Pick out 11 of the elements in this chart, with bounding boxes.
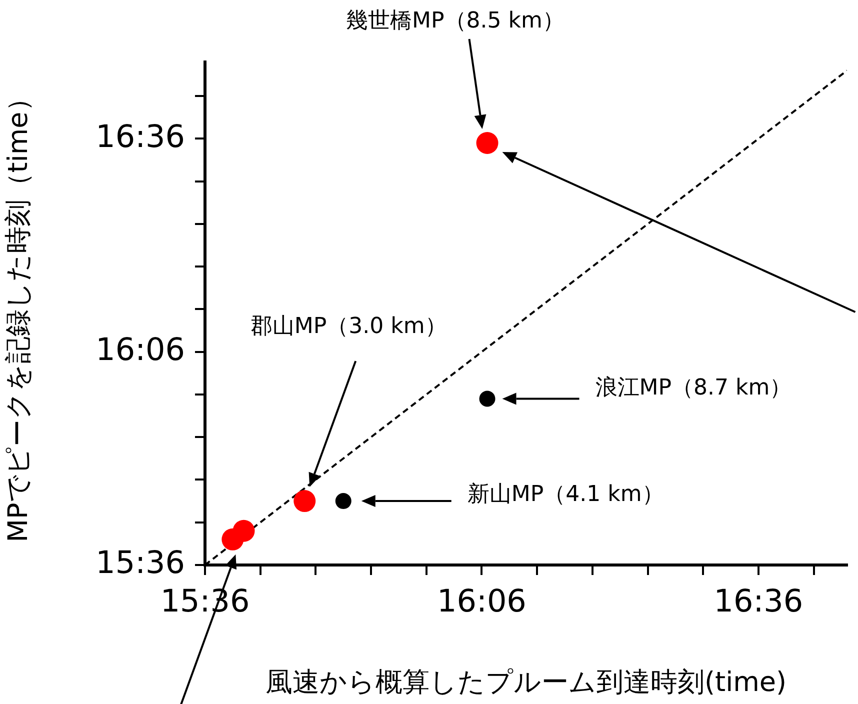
x-axis-title: 風速から概算したプルーム到達時刻(time) xyxy=(265,666,787,698)
annotation: 新山MP（4.1 km） xyxy=(467,482,664,507)
x-tick-label: 16:06 xyxy=(437,584,526,620)
annotation: 浪江MP（8.7 km） xyxy=(595,375,792,400)
y-tick-label: 16:06 xyxy=(96,332,185,368)
y-tick-label: 15:36 xyxy=(96,545,185,582)
x-tick-label: 16:36 xyxy=(714,584,804,620)
text: 幾世橋MP（8.5 km） xyxy=(346,8,564,34)
annotation: 郡山MP（3.0 km） xyxy=(250,314,447,339)
y-tick-label: 16:36 xyxy=(96,118,185,155)
y-axis-title: MPでピークを記録した時刻（time） xyxy=(3,84,34,542)
